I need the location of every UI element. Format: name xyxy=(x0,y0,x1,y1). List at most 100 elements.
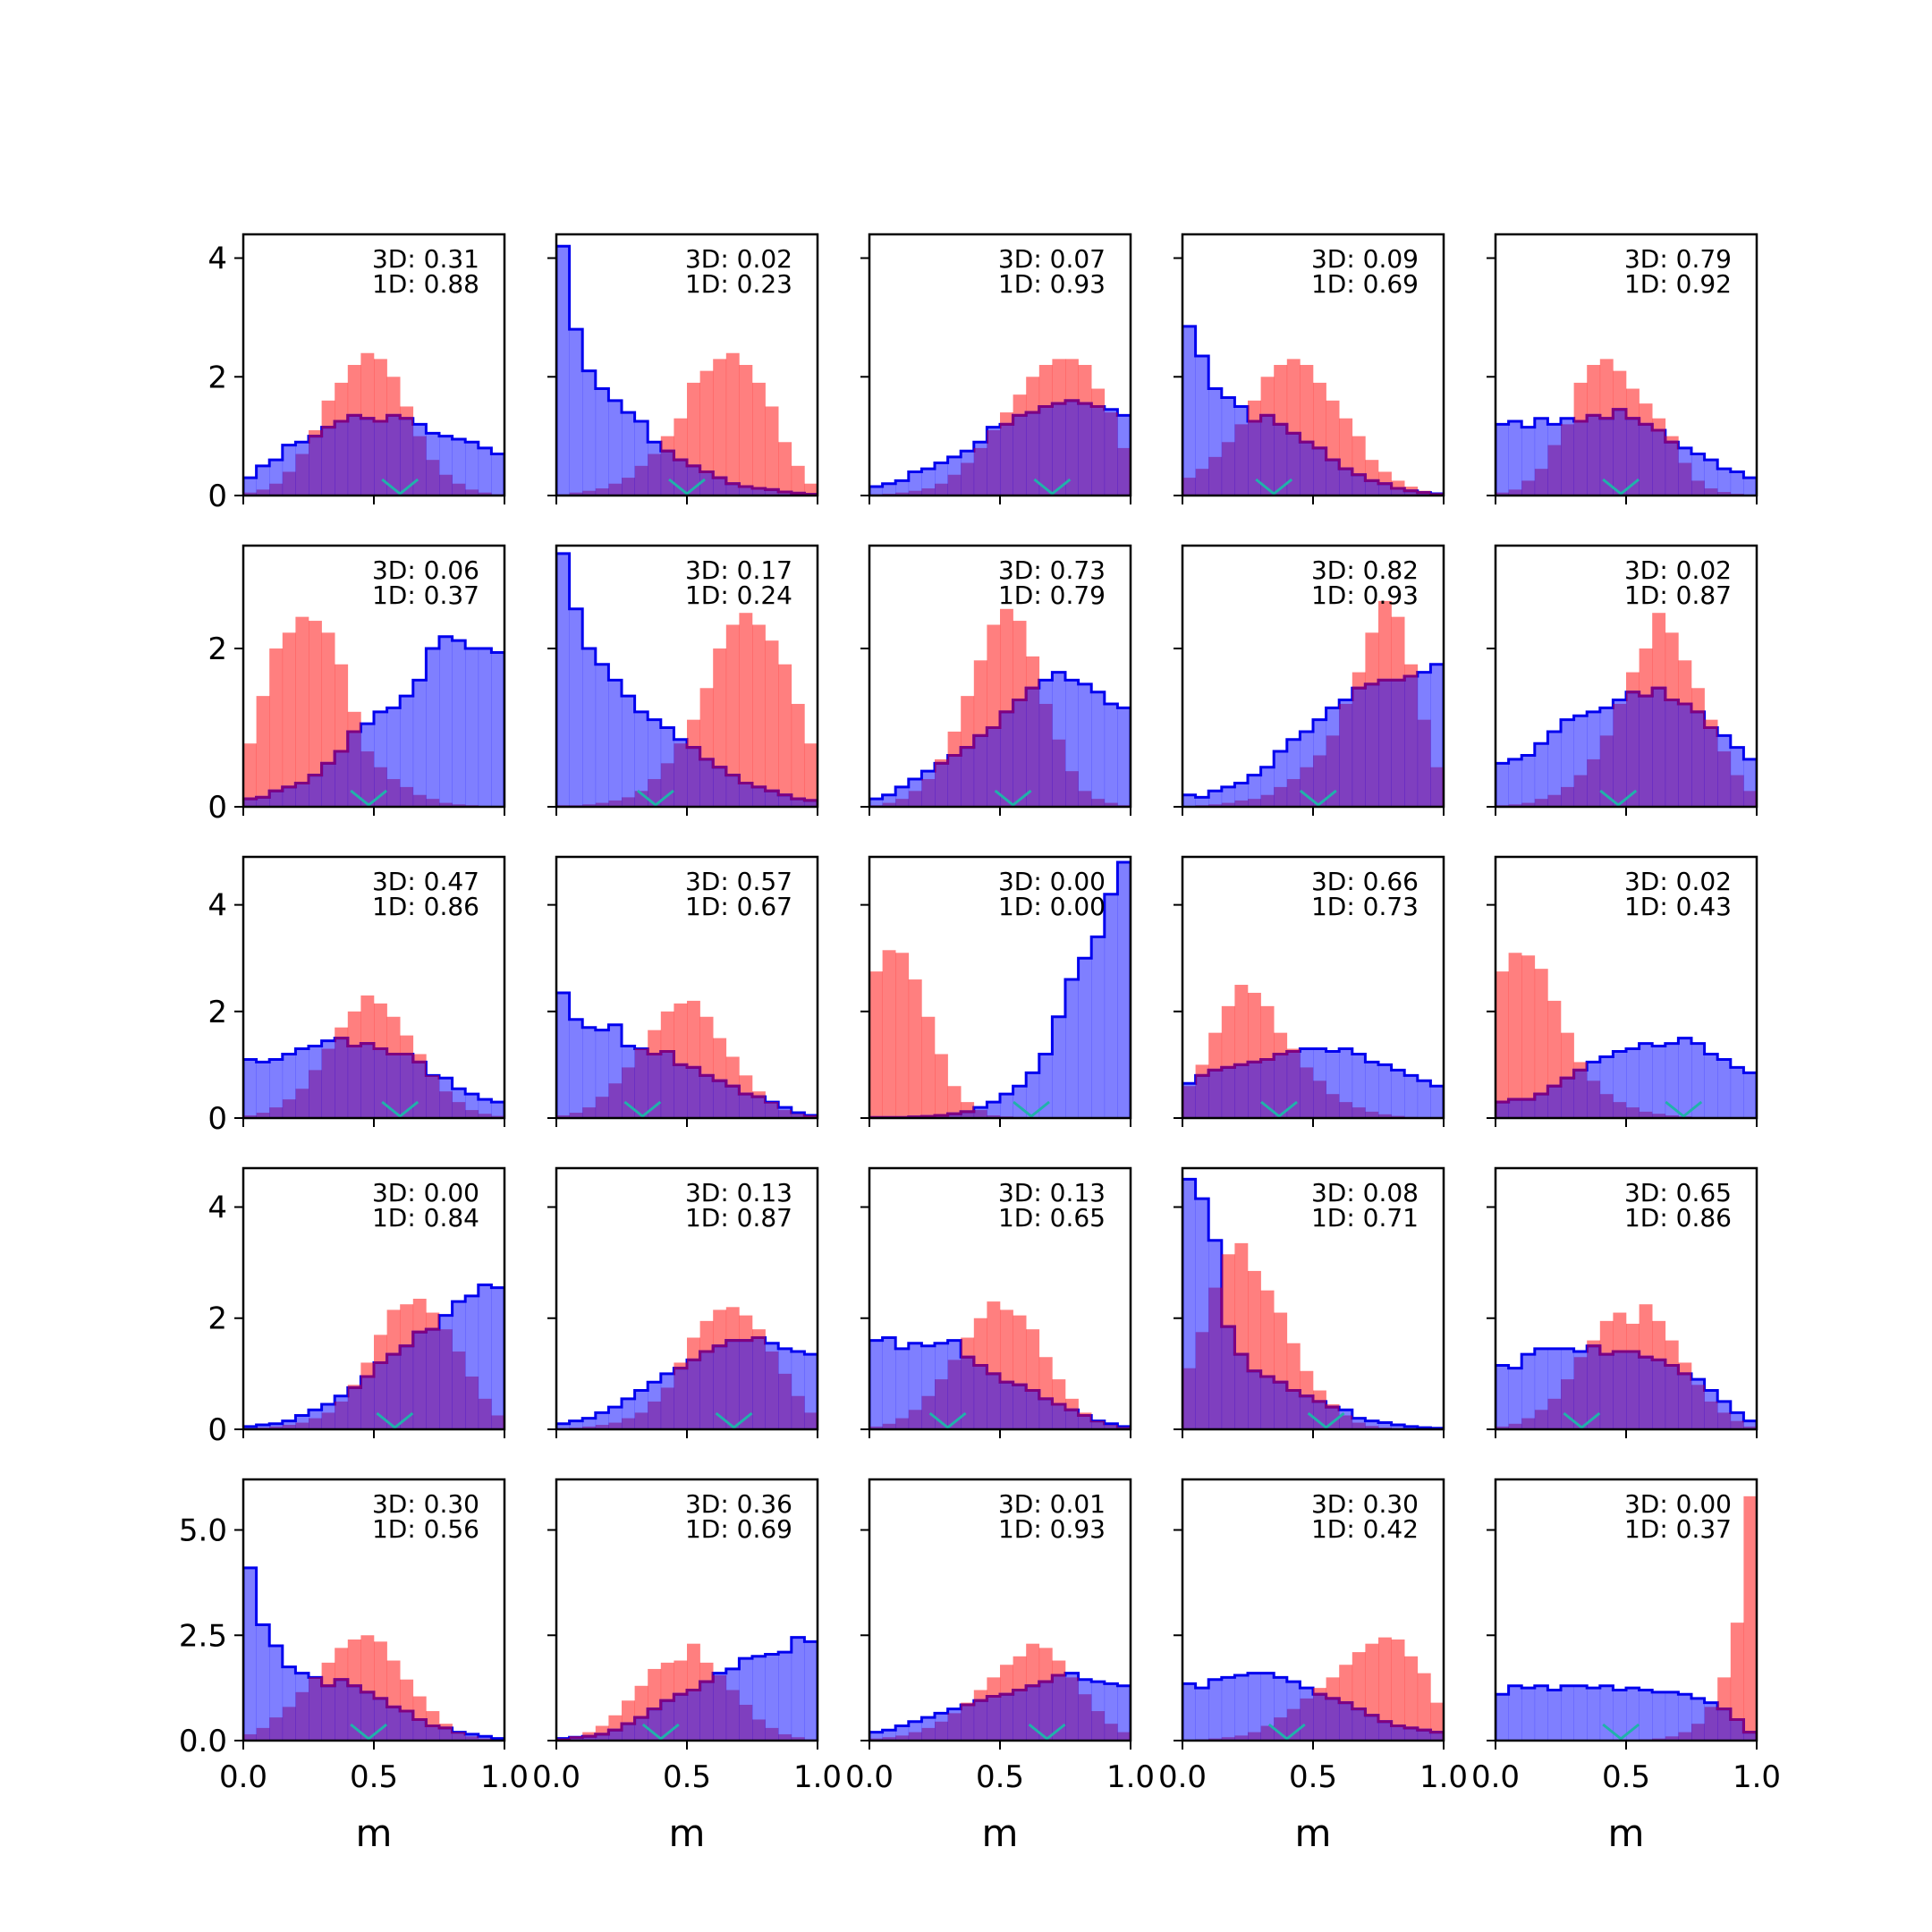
blue-bar xyxy=(1352,474,1366,496)
blue-bar xyxy=(1730,1067,1744,1118)
blue-bar xyxy=(1300,1395,1314,1429)
blue-bar xyxy=(608,1730,623,1741)
blue-bar xyxy=(648,1054,662,1118)
marker-chevron-icon xyxy=(1563,1411,1601,1429)
blue-bar xyxy=(1665,699,1679,807)
blue-bar xyxy=(309,1677,322,1741)
annotation-3d: 3D: 0.13 xyxy=(998,1178,1106,1208)
blue-bar xyxy=(374,1048,387,1118)
blue-bar xyxy=(1391,1725,1405,1741)
blue-bar xyxy=(556,246,570,496)
blue-bar xyxy=(1404,1426,1419,1429)
blue-bar xyxy=(1091,936,1106,1118)
blue-bar xyxy=(778,794,792,807)
blue-bar xyxy=(895,1725,910,1741)
blue-bar xyxy=(256,1062,270,1118)
marker-chevron-icon xyxy=(381,1100,419,1118)
blue-bar xyxy=(1613,1051,1627,1118)
red-bar xyxy=(921,1016,936,1118)
blue-bar xyxy=(739,1340,753,1429)
blue-bar xyxy=(1274,424,1288,496)
annotation-1d: 1D: 0.69 xyxy=(1311,269,1419,299)
blue-bar xyxy=(1365,1062,1379,1118)
blue-bar xyxy=(1013,1690,1027,1741)
blue-bar xyxy=(804,1641,818,1741)
red-bar xyxy=(1391,1639,1405,1741)
blue-bar xyxy=(908,779,922,807)
blue-bar xyxy=(1496,763,1509,807)
blue-bar xyxy=(739,487,753,496)
blue-bar xyxy=(386,1354,401,1429)
blue-bar xyxy=(452,1732,466,1741)
blue-bar xyxy=(360,1043,375,1118)
red-bar xyxy=(1730,1623,1744,1741)
blue-bar xyxy=(1587,1062,1601,1118)
annotation-1d: 1D: 0.84 xyxy=(372,1203,479,1233)
blue-bar xyxy=(973,1107,987,1118)
blue-bar xyxy=(1704,1702,1718,1741)
blue-bar xyxy=(595,1733,609,1741)
blue-bar xyxy=(1599,1056,1614,1118)
red-bar xyxy=(739,613,753,807)
blue-bar xyxy=(1352,1054,1366,1118)
blue-bar xyxy=(1573,1685,1588,1741)
blue-bar xyxy=(1496,1102,1509,1118)
blue-bar xyxy=(791,1637,805,1741)
blue-bar xyxy=(282,1420,296,1429)
blue-bar xyxy=(1521,1099,1536,1118)
blue-bar xyxy=(1286,739,1301,807)
blue-bar xyxy=(1652,1360,1666,1429)
blue-bar xyxy=(426,648,440,807)
y-tick-label: 5.0 xyxy=(179,1513,227,1549)
blue-bar xyxy=(465,1094,479,1118)
annotation-3d: 3D: 0.01 xyxy=(998,1489,1106,1519)
blue-bar xyxy=(674,1064,688,1118)
red-bar xyxy=(1743,1496,1757,1741)
blue-bar xyxy=(713,478,727,496)
blue-bar xyxy=(1547,1348,1562,1429)
blue-bar xyxy=(1221,1677,1235,1741)
blue-bar xyxy=(478,1736,492,1741)
x-tick-label: 0.0 xyxy=(1471,1759,1520,1795)
blue-bar xyxy=(386,1707,401,1741)
blue-bar xyxy=(622,1046,635,1118)
blue-bar xyxy=(1391,488,1405,496)
blue-bar xyxy=(386,415,401,496)
marker-chevron-icon xyxy=(637,789,674,807)
panel-plot-area xyxy=(869,1643,1131,1741)
blue-bar xyxy=(1534,1094,1548,1118)
blue-bar xyxy=(961,1111,975,1118)
blue-bar xyxy=(687,747,700,807)
blue-bar xyxy=(1195,356,1209,496)
x-axis-label: m xyxy=(1608,1811,1645,1855)
red-bar xyxy=(1521,955,1536,1118)
blue-bar xyxy=(1117,1685,1131,1741)
blue-bar xyxy=(269,460,284,496)
blue-bar xyxy=(1496,424,1509,496)
panel-plot-area xyxy=(243,616,504,807)
blue-bar xyxy=(347,731,361,807)
blue-bar xyxy=(660,1051,674,1118)
blue-bar xyxy=(947,1708,962,1741)
blue-bar xyxy=(1678,447,1692,496)
y-tick-label: 2.5 xyxy=(179,1618,227,1654)
blue-bar xyxy=(1091,406,1106,496)
blue-bar xyxy=(1639,1690,1653,1741)
x-tick-label: 0.5 xyxy=(1602,1759,1650,1795)
annotation-3d: 3D: 0.08 xyxy=(1311,1178,1419,1208)
marker-chevron-icon xyxy=(668,478,706,496)
red-bar xyxy=(791,703,805,807)
blue-bar xyxy=(295,783,309,807)
blue-bar xyxy=(1430,664,1444,807)
annotation-3d: 3D: 0.31 xyxy=(372,244,479,274)
blue-bar xyxy=(1326,460,1340,496)
blue-bar xyxy=(1300,731,1314,807)
blue-bar xyxy=(1104,894,1118,1118)
blue-bar xyxy=(660,1373,674,1429)
